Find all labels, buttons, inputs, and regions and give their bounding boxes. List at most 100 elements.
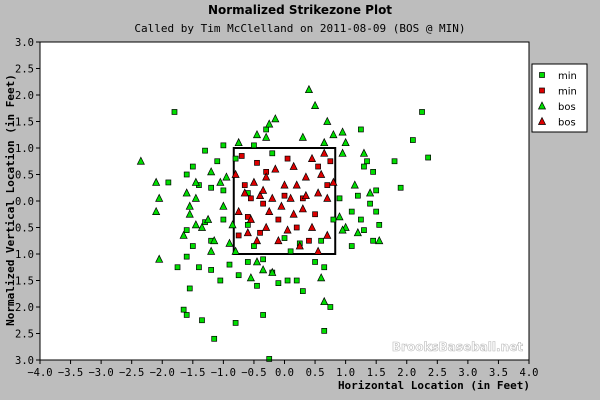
point-min-square (275, 216, 282, 223)
point-min-square (241, 182, 248, 188)
point-bos-triangle (155, 254, 164, 263)
x-tick-label: 0.0 (275, 367, 294, 379)
point-bos-triangle (310, 100, 320, 109)
point-bos-triangle (246, 214, 255, 223)
x-tick-label: 2.5 (428, 367, 447, 379)
point-min-square (232, 320, 239, 326)
x-tick-label: −3.0 (88, 367, 113, 379)
point-min-square (186, 285, 193, 292)
point-bos-triangle (207, 167, 216, 176)
y-tick-label: 1.0 (15, 249, 34, 261)
point-min-square (336, 195, 343, 202)
y-tick-label: 2.0 (15, 302, 34, 314)
point-bos-triangle (152, 206, 161, 215)
point-bos-triangle (182, 188, 191, 197)
point-min-square (299, 288, 306, 294)
point-bos-triangle (225, 238, 234, 247)
x-axis-label: Horizontal Location (in Feet) (338, 379, 530, 392)
point-bos-triangle (301, 190, 310, 200)
point-min-square (183, 227, 190, 233)
x-tick-label: 2.0 (397, 367, 416, 379)
point-bos-triangle (298, 204, 307, 213)
legend-label: bos (558, 102, 576, 113)
legend-label: min (558, 87, 577, 98)
legend-label: min (558, 71, 577, 82)
point-min-square (235, 232, 242, 239)
point-min-square (306, 237, 312, 244)
point-min-square (183, 171, 190, 178)
point-min-square (312, 211, 318, 218)
point-bos-triangle (234, 137, 243, 147)
point-bos-triangle (323, 116, 332, 125)
point-bos-triangle (280, 180, 289, 189)
point-min-square (373, 208, 380, 215)
point-bos-triangle (207, 246, 216, 255)
point-min-square (196, 264, 202, 271)
point-bos-triangle (301, 172, 310, 181)
point-bos-triangle (136, 156, 145, 165)
point-bos-triangle (366, 188, 375, 197)
point-min-square (220, 187, 227, 194)
point-min-square (284, 155, 291, 162)
y-tick-label: 1.5 (15, 276, 34, 288)
legend-marker (539, 72, 545, 78)
point-bos-triangle (252, 235, 262, 245)
point-bos-triangle (179, 230, 188, 239)
point-bos-triangle (307, 222, 317, 231)
point-min-square (370, 237, 376, 244)
point-min-square (220, 142, 227, 149)
point-bos-triangle (323, 230, 332, 239)
point-bos-triangle (185, 209, 194, 218)
point-bos-triangle (191, 220, 200, 229)
point-min-square (361, 163, 367, 170)
point-bos-triangle (314, 246, 323, 255)
point-min-square (376, 222, 383, 228)
point-bos-triangle (262, 172, 271, 181)
point-bos-triangle (329, 177, 338, 186)
point-min-square (211, 335, 218, 342)
x-tick-label: 1.0 (336, 367, 355, 379)
y-tick-label: 1.5 (15, 117, 34, 129)
point-bos-triangle (295, 241, 304, 250)
x-tick-label: −1.5 (180, 367, 205, 379)
point-min-square (217, 277, 224, 284)
point-bos-triangle (222, 172, 231, 181)
point-bos-triangle (307, 153, 317, 162)
y-axis-label: Normalized Vertical Location (in Feet) (4, 74, 17, 326)
y-tick-label: 2.5 (15, 64, 34, 76)
point-min-square (174, 264, 181, 271)
point-bos-triangle (286, 193, 295, 202)
point-min-square (327, 304, 334, 310)
strike-zone-box (232, 147, 337, 255)
point-min-square (235, 272, 242, 279)
point-min-square (281, 235, 288, 241)
x-tick-label: −2.0 (150, 367, 175, 379)
point-bos-triangle (197, 222, 207, 231)
point-min-square (208, 267, 214, 273)
y-tick-label: 2.5 (15, 329, 34, 341)
point-min-square (410, 137, 416, 143)
point-bos-triangle (210, 235, 219, 245)
y-tick-label: 3.0 (15, 355, 34, 367)
x-tick-label: 0.5 (306, 367, 325, 379)
point-bos-triangle (191, 177, 200, 186)
point-min-square (312, 259, 318, 265)
point-bos-triangle (231, 169, 240, 178)
point-min-square (281, 192, 288, 199)
point-min-square (199, 317, 205, 324)
point-min-square (318, 237, 325, 244)
x-tick-label: 4.0 (520, 367, 539, 379)
point-bos-triangle (265, 119, 274, 128)
point-bos-triangle (350, 180, 359, 189)
point-bos-triangle (338, 127, 347, 136)
x-tick-label: −3.5 (58, 367, 83, 379)
point-bos-triangle (359, 148, 369, 157)
watermark: BrooksBaseball.net (392, 340, 523, 354)
y-tick-label: 2.0 (15, 90, 34, 102)
legend-marker (539, 87, 545, 94)
point-min-square (260, 312, 266, 318)
y-tick-label: 0.0 (15, 196, 34, 208)
legend-label: bos (558, 118, 576, 129)
point-min-square (269, 150, 276, 157)
